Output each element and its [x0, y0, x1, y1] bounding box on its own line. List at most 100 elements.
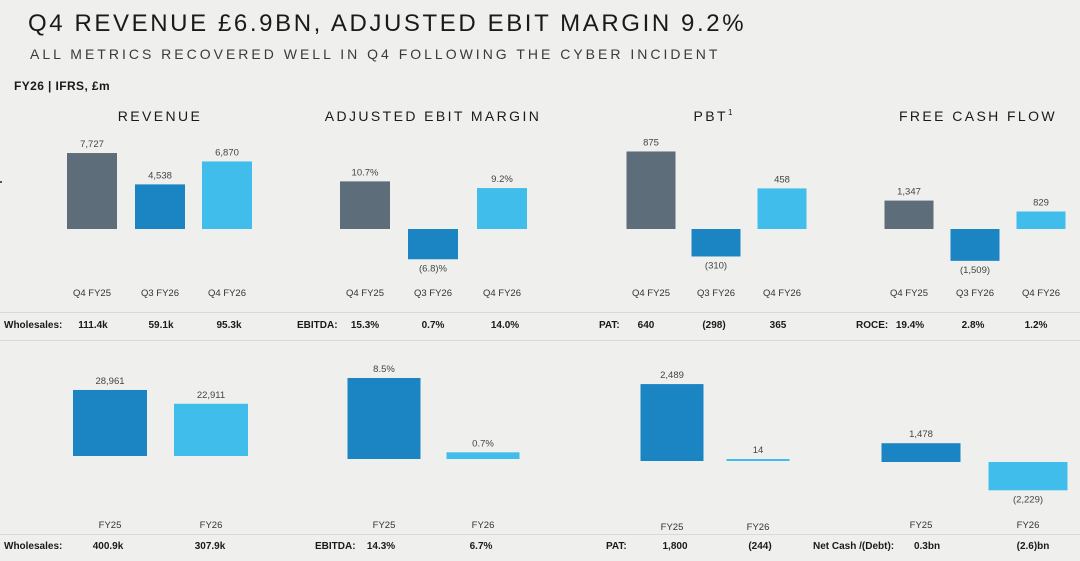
fcf-bottom-bar [881, 443, 961, 462]
divider-bottom-metrics [0, 534, 1080, 535]
ebit-bottom-value-label: 8.5% [373, 364, 395, 375]
ebit-bottom-value-label: 0.7% [472, 438, 494, 449]
page-subtitle: ALL METRICS RECOVERED WELL IN Q4 FOLLOWI… [30, 46, 721, 62]
pbt-top-category-label: Q4 FY26 [763, 288, 801, 299]
ebit-top-bar [477, 188, 527, 229]
fy-wholesales-value: 400.9k [92, 541, 124, 552]
pbt-footnote-marker: 1 [727, 108, 733, 117]
bottom-metrics-row: Wholesales: 400.9k 307.9k EBITDA: 14.3% … [0, 541, 1080, 561]
ebit-top-category-label: Q4 FY26 [483, 288, 521, 299]
ebit-top-bar [340, 181, 390, 229]
ebitda-value: 14.0% [490, 320, 520, 331]
revenue-bottom-bar [73, 389, 147, 456]
ebit-top-value-label: (6.8)% [419, 263, 448, 274]
ebit-bottom-bar [446, 452, 520, 459]
pat-label: PAT: [599, 320, 620, 331]
net-cash-label: Net Cash /(Debt): [813, 541, 895, 552]
reporting-basis: FY26 | IFRS, £m [14, 79, 111, 93]
pbt-top-bar [626, 151, 676, 229]
roce-label: ROCE: [856, 320, 889, 331]
roce-value: 1.2% [1024, 320, 1048, 331]
ebit-top-category-label: Q4 FY25 [346, 288, 384, 299]
fy-pat-label: PAT: [606, 541, 627, 552]
fy-wholesales-label: Wholesales: [4, 541, 63, 552]
pbt-bottom-bar [640, 384, 704, 461]
fy-pat-value: 1,800 [662, 541, 688, 552]
wholesales-value: 59.1k [148, 320, 174, 331]
pbt-bottom-category-label: FY26 [747, 522, 770, 533]
ebitda-value: 0.7% [421, 320, 445, 331]
net-cash-value: (2.6)bn [1016, 541, 1050, 552]
top-metrics-row: Wholesales: 111.4k 59.1k 95.3k EBITDA: 1… [0, 320, 1080, 340]
revenue-top-value-label: 7,727 [80, 139, 104, 150]
fcf-bottom-bar [988, 462, 1068, 491]
revenue-bottom-value-label: 22,911 [197, 390, 225, 401]
pbt-top-value-label: (310) [705, 260, 727, 271]
wholesales-value: 111.4k [78, 320, 108, 331]
fcf-bottom-value-label: (2,229) [1013, 494, 1043, 505]
ebitda-value: 15.3% [350, 320, 380, 331]
fcf-top-bar [884, 200, 934, 229]
revenue-top-category-label: Q4 FY25 [73, 288, 111, 299]
wholesales-value: 95.3k [216, 320, 242, 331]
ebit-bottom-bar [347, 377, 421, 459]
ebit-top-bar [408, 229, 458, 260]
fy-ebitda-label: EBITDA: [315, 541, 356, 552]
fcf-top-value-label: (1,509) [960, 265, 990, 276]
fy-ebitda-value: 14.3% [366, 541, 396, 552]
fcf-top-category-label: Q3 FY26 [956, 288, 994, 299]
ebit-panel-title: ADJUSTED EBIT MARGIN [324, 108, 542, 124]
revenue-top-value-label: 6,870 [215, 147, 239, 158]
fcf-top-bar [950, 229, 1000, 261]
fcf-bottom-value-label: 1,478 [909, 429, 933, 440]
pbt-top-value-label: 875 [643, 137, 659, 148]
revenue-top-bar [135, 184, 185, 229]
divider-top-metrics [0, 312, 1080, 313]
fcf-top-value-label: 1,347 [897, 187, 921, 198]
revenue-bottom-bar [174, 403, 248, 456]
wholesales-label: Wholesales: [4, 320, 63, 331]
pbt-bottom-value-label: 14 [753, 445, 764, 456]
fy-pat-value: (244) [748, 541, 772, 552]
pat-value: (298) [702, 320, 726, 331]
page-title: Q4 REVENUE £6.9BN, ADJUSTED EBIT MARGIN … [28, 10, 747, 37]
pat-value: 365 [769, 320, 787, 331]
revenue-top-category-label: Q4 FY26 [208, 288, 246, 299]
fy-wholesales-value: 307.9k [194, 541, 226, 552]
revenue-bottom-category-label: FY25 [99, 520, 122, 531]
roce-value: 19.4% [895, 320, 925, 331]
pbt-top-value-label: 458 [774, 174, 790, 185]
fcf-bottom-category-label: FY25 [910, 520, 933, 531]
pbt-panel-title: PBT1 [694, 108, 733, 124]
revenue-top-bar [67, 153, 117, 229]
fcf-top-category-label: Q4 FY26 [1022, 288, 1060, 299]
edge-mark [0, 181, 2, 183]
ebit-top-value-label: 9.2% [491, 174, 513, 185]
pbt-bottom-value-label: 2,489 [660, 370, 684, 381]
ebit-bottom-category-label: FY25 [373, 520, 396, 531]
roce-value: 2.8% [961, 320, 985, 331]
pbt-top-bar [757, 188, 807, 229]
revenue-top-value-label: 4,538 [148, 170, 172, 181]
pbt-bottom-category-label: FY25 [661, 522, 684, 533]
pbt-top-category-label: Q3 FY26 [697, 288, 735, 299]
pbt-bottom-bar [726, 459, 790, 461]
revenue-bottom-value-label: 28,961 [95, 376, 124, 387]
revenue-panel-title: REVENUE [117, 108, 203, 124]
pbt-title-text: PBT [693, 108, 728, 124]
pbt-top-category-label: Q4 FY25 [632, 288, 670, 299]
fcf-top-category-label: Q4 FY25 [890, 288, 928, 299]
fcf-top-bar [1016, 211, 1066, 229]
net-cash-value: 0.3bn [913, 541, 941, 552]
pat-value: 640 [637, 320, 655, 331]
fy-ebitda-value: 6.7% [469, 541, 493, 552]
ebit-top-category-label: Q3 FY26 [414, 288, 452, 299]
ebit-top-value-label: 10.7% [352, 167, 379, 178]
divider-mid [0, 340, 1080, 341]
fcf-panel-title: FREE CASH FLOW [898, 108, 1058, 124]
pbt-top-bar [691, 229, 741, 257]
ebit-bottom-category-label: FY26 [472, 520, 495, 531]
revenue-top-category-label: Q3 FY26 [141, 288, 179, 299]
revenue-top-bar [202, 161, 252, 229]
